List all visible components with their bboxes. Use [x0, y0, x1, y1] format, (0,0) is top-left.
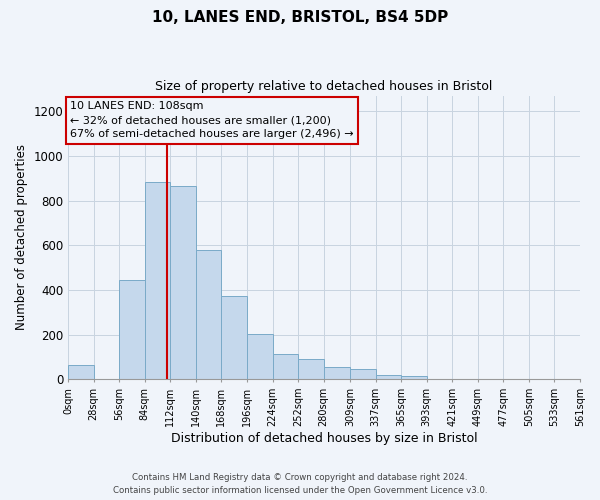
X-axis label: Distribution of detached houses by size in Bristol: Distribution of detached houses by size …	[171, 432, 478, 445]
Bar	[68, 365, 94, 380]
Bar	[170, 186, 196, 380]
Bar	[323, 367, 350, 380]
Title: Size of property relative to detached houses in Bristol: Size of property relative to detached ho…	[155, 80, 493, 93]
Text: 10 LANES END: 108sqm
← 32% of detached houses are smaller (1,200)
67% of semi-de: 10 LANES END: 108sqm ← 32% of detached h…	[70, 101, 353, 139]
Bar	[350, 370, 376, 380]
Bar	[119, 280, 145, 380]
Bar	[196, 250, 221, 380]
Y-axis label: Number of detached properties: Number of detached properties	[15, 144, 28, 330]
Bar	[221, 296, 247, 380]
Bar	[376, 375, 401, 380]
Text: 10, LANES END, BRISTOL, BS4 5DP: 10, LANES END, BRISTOL, BS4 5DP	[152, 10, 448, 25]
Bar	[272, 354, 298, 380]
Bar	[145, 182, 170, 380]
Bar	[298, 359, 323, 380]
Text: Contains HM Land Registry data © Crown copyright and database right 2024.
Contai: Contains HM Land Registry data © Crown c…	[113, 474, 487, 495]
Bar	[247, 334, 272, 380]
Bar	[401, 376, 427, 380]
